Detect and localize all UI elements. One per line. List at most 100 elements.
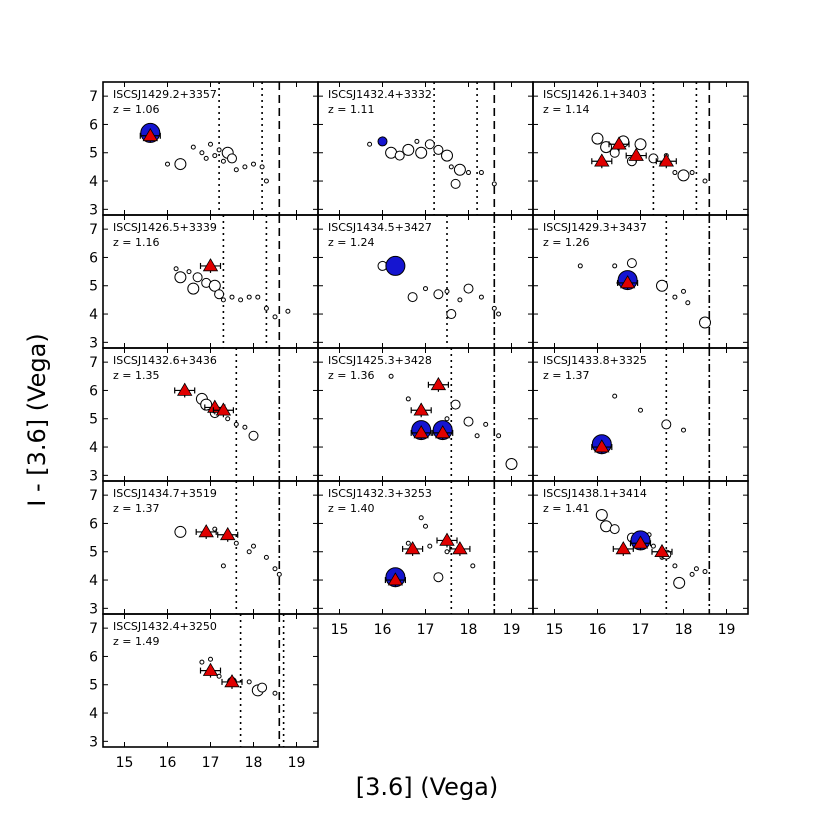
cluster-name: ISCSJ1426.5+3339 [113, 221, 217, 234]
x-tick-label: 16 [159, 755, 177, 771]
triangle-point [202, 258, 219, 272]
field-point [173, 266, 179, 272]
y-tick-label: 3 [89, 468, 98, 484]
panel-contents [595, 481, 711, 614]
field-point [433, 144, 444, 155]
field-point [233, 540, 239, 546]
field-point [214, 289, 225, 300]
field-point [165, 161, 170, 167]
x-axis-label: [3.6] (Vega) [356, 773, 499, 801]
y-tick-label: 7 [89, 222, 98, 238]
panel-frame [317, 214, 534, 349]
field-point [466, 170, 471, 176]
field-point [577, 263, 583, 269]
field-point [418, 515, 424, 521]
x-tick-label: 18 [245, 755, 263, 771]
panel: 3 4 5 6 7 ISCSJ1432.6+3436 z = 1.35 [89, 347, 319, 484]
field-point [450, 399, 461, 410]
field-point [263, 554, 269, 560]
x-tick-label: 19 [503, 622, 521, 638]
field-point [227, 153, 237, 164]
field-point [693, 566, 699, 572]
triangle-point [435, 425, 451, 439]
field-point [216, 147, 222, 153]
panel-frame [317, 480, 534, 615]
panel-contents [174, 481, 282, 614]
y-tick-label: 5 [89, 412, 98, 428]
panel-frame [102, 613, 319, 748]
triangle-point [142, 127, 158, 142]
field-point [423, 286, 428, 292]
field-point [220, 297, 226, 303]
field-point [702, 569, 708, 575]
cluster-redshift: z = 1.14 [543, 103, 589, 116]
triangle-point [202, 662, 219, 676]
field-point [612, 263, 618, 269]
triangle-point [654, 543, 670, 558]
field-point [446, 309, 457, 320]
cluster-name: ISCSJ1426.1+3403 [543, 88, 647, 101]
cluster-name: ISCSJ1429.2+3357 [113, 88, 217, 101]
y-tick-label: 7 [89, 488, 98, 504]
cluster-redshift: z = 1.16 [113, 236, 159, 249]
panel-contents [591, 82, 711, 215]
panel: 3 4 5 6 7 15 16 17 18 19 ISCSJ1432.4+3250 z = 1.49 [89, 613, 319, 771]
field-point [444, 288, 450, 294]
panel: ISCSJ1429.3+3437 z = 1.26 [532, 214, 749, 349]
field-point [248, 430, 259, 441]
field-point [407, 292, 418, 303]
field-point [208, 141, 213, 147]
y-tick-label: 4 [89, 706, 98, 722]
field-point [609, 524, 620, 535]
field-point [394, 150, 405, 161]
field-point [263, 178, 269, 184]
x-tick-label: 19 [718, 622, 736, 638]
x-tick-label: 17 [632, 622, 650, 638]
y-tick-label: 5 [89, 146, 98, 162]
y-tick-label: 7 [89, 621, 98, 637]
y-tick-label: 4 [89, 573, 98, 589]
field-point [672, 294, 678, 300]
cluster-name: ISCSJ1429.3+3437 [543, 221, 647, 234]
field-point [405, 396, 411, 402]
x-tick-label: 17 [202, 755, 220, 771]
field-point [433, 572, 444, 583]
field-point [474, 433, 480, 439]
field-point [656, 279, 668, 292]
field-point [444, 549, 450, 555]
y-tick-label: 5 [89, 678, 98, 694]
panel: 3 4 5 6 7 ISCSJ1434.7+3519 z = 1.37 [89, 480, 319, 617]
field-point [478, 294, 484, 300]
field-point [463, 416, 474, 427]
triangle-point [207, 399, 223, 413]
field-point [634, 138, 647, 151]
field-point [496, 433, 502, 439]
cluster-redshift: z = 1.49 [113, 635, 159, 648]
field-point [233, 421, 239, 427]
field-point [453, 163, 466, 176]
triangle-point [611, 136, 627, 150]
panel-contents [384, 481, 496, 614]
triangle-point [430, 376, 447, 391]
y-tick-label: 3 [89, 202, 98, 218]
y-tick-label: 4 [89, 174, 98, 190]
field-point [491, 305, 497, 311]
panel-grid: 3 4 5 6 7 ISCSJ1429.2+3357 z = 1.06 ISCSJ1432.4… [89, 81, 749, 771]
field-point [405, 540, 411, 546]
field-point [174, 158, 187, 171]
field-point [648, 153, 659, 164]
field-point [272, 314, 278, 320]
field-point [600, 141, 613, 154]
panel: 15 16 17 18 19 ISCSJ1432.3+3253 z = 1.40 [317, 480, 534, 638]
cluster-name: ISCSJ1433.8+3325 [543, 354, 647, 367]
triangle-point [177, 382, 193, 396]
y-tick-label: 5 [89, 279, 98, 295]
triangle-point [387, 572, 404, 586]
panel-contents [199, 614, 285, 747]
cluster-redshift: z = 1.41 [543, 502, 589, 515]
x-tick-label: 15 [546, 622, 564, 638]
field-point [423, 523, 428, 529]
field-point [208, 279, 221, 292]
panel-contents [139, 82, 281, 215]
panel: 3 4 5 6 7 ISCSJ1426.5+3339 z = 1.16 [89, 214, 319, 351]
